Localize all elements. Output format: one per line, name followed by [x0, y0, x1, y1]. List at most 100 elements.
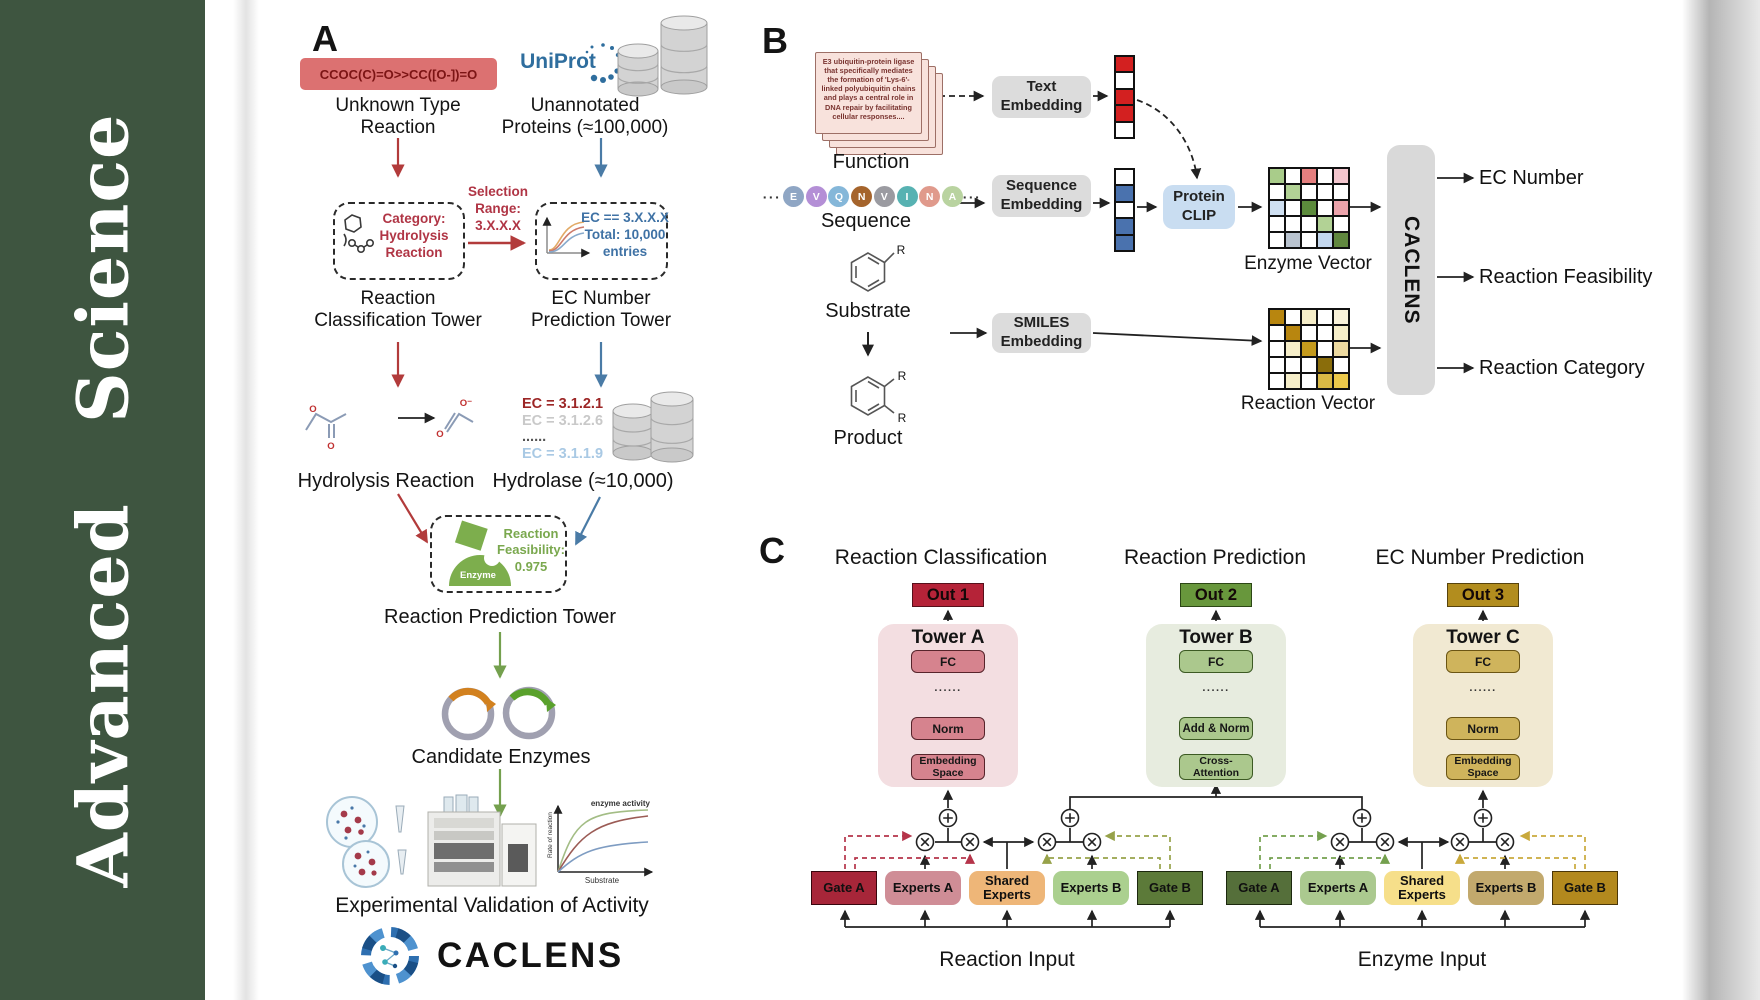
- matrix-cell: [1269, 309, 1285, 325]
- tower-b-cross-attention: Cross- Attention: [1179, 754, 1253, 780]
- matrix-cell: [1301, 200, 1317, 216]
- panel-c-label: C: [759, 530, 785, 571]
- reaction-vector-matrix: [1268, 308, 1350, 390]
- reaction-classification-box: [333, 202, 465, 280]
- matrix-cell: [1285, 200, 1301, 216]
- matrix-cell: [1333, 232, 1349, 248]
- vector-cell: [1115, 105, 1134, 122]
- tower-a-embedding-space: Embedding Space: [911, 754, 985, 780]
- svg-text:O: O: [436, 429, 443, 440]
- panel-a-arrows: [391, 138, 608, 818]
- svg-text:Enzyme: Enzyme: [460, 570, 496, 581]
- matrix-cell: [1333, 184, 1349, 200]
- reaction-prediction-title: Reaction Prediction: [1123, 546, 1307, 569]
- svg-text:O⁻: O⁻: [460, 398, 472, 409]
- ec-range-text: EC == 3.X.X.X Total: 10,000 entries: [581, 210, 669, 259]
- matrix-cell: [1301, 341, 1317, 357]
- gate-a-box: Gate A: [1226, 871, 1292, 905]
- r-substituent: R: [897, 411, 907, 425]
- reaction-prediction-box: [430, 515, 567, 593]
- sequence-label: Sequence: [820, 210, 912, 232]
- matrix-cell: [1269, 168, 1285, 184]
- matrix-cell: [1317, 168, 1333, 184]
- vector-cell: [1115, 234, 1134, 251]
- matrix-cell: [1317, 373, 1333, 389]
- tower-b-name: Tower B: [1179, 627, 1253, 648]
- vector-cell: [1115, 185, 1134, 202]
- mixture-operators: [915, 808, 1515, 852]
- benzene-product-icon: [850, 376, 895, 416]
- svg-text:O: O: [327, 441, 334, 452]
- reaction-vector-label: Reaction Vector: [1240, 393, 1376, 414]
- reaction-classification-tower-label: Reaction Classification Tower: [314, 288, 482, 332]
- tower-a-norm: Norm: [911, 717, 985, 740]
- enzyme-moe-row: Gate A Experts A Shared Experts Experts B Ga…: [1226, 871, 1618, 905]
- vector-cell: [1115, 121, 1134, 138]
- function-card-front: E3 ubiquitin-protein ligase that specifi…: [815, 52, 922, 134]
- matrix-cell: [1301, 168, 1317, 184]
- out2-box: Out 2: [1180, 583, 1252, 607]
- hydrolase-label: Hydrolase (≈10,000): [492, 470, 674, 492]
- experimental-validation-label: Experimental Validation of Activity: [335, 894, 649, 917]
- tower-a-fc: FC: [911, 650, 985, 673]
- ec-list-item: ......: [522, 429, 547, 446]
- database-icon: [612, 403, 654, 461]
- caclens-bar-label: CACLENS: [1400, 215, 1423, 325]
- residue-circle: E: [783, 186, 804, 207]
- hydrolysis-molecules-icon: O O O⁻ O: [305, 398, 474, 452]
- matrix-cell: [1301, 309, 1317, 325]
- tower-b-fc: FC: [1179, 650, 1253, 673]
- tower-c-norm: Norm: [1446, 717, 1520, 740]
- ec-number-prediction-title: EC Number Prediction: [1375, 546, 1585, 569]
- reaction-moe-row: Gate A Experts A Shared Experts Experts B Ga…: [811, 871, 1203, 905]
- selection-range-text: Selection Range: 3.X.X.X: [467, 184, 529, 233]
- matrix-cell: [1285, 309, 1301, 325]
- matrix-cell: [1301, 232, 1317, 248]
- r-substituent: R: [896, 243, 906, 257]
- page-right-edge-shade: [1682, 0, 1760, 1000]
- matrix-cell: [1285, 216, 1301, 232]
- tower-b-dots: ......: [1202, 682, 1230, 694]
- category-text: Category: Hydrolysis Reaction: [379, 211, 449, 260]
- matrix-cell: [1301, 184, 1317, 200]
- experiment-icons: [326, 794, 537, 888]
- database-icon: [617, 43, 659, 97]
- shared-experts-box: Shared Experts: [1384, 871, 1460, 905]
- tower-b-add-norm: Add & Norm: [1179, 717, 1253, 740]
- hydrolysis-reaction-label: Hydrolysis Reaction: [297, 470, 475, 492]
- output-reaction-feasibility: Reaction Feasibility: [1479, 266, 1653, 288]
- matrix-cell: [1333, 325, 1349, 341]
- matrix-cell: [1285, 373, 1301, 389]
- ec-list-item: EC = 3.1.2.1: [522, 396, 604, 412]
- matrix-cell: [1301, 216, 1317, 232]
- matrix-cell: [1317, 357, 1333, 373]
- sequence-ellipsis-left: ···: [762, 189, 782, 205]
- matrix-cell: [1317, 309, 1333, 325]
- reaction-input-label: Reaction Input: [939, 948, 1075, 971]
- svg-text:enzyme activity: enzyme activity: [591, 799, 651, 808]
- smiles-reaction-box: CCOC(C)=O>>CC([O-])=O: [300, 58, 497, 90]
- matrix-cell: [1317, 232, 1333, 248]
- panel-a-label: A: [312, 18, 338, 59]
- panel-b-arrows: [862, 90, 1475, 374]
- feasibility-text: Reaction Feasibility: 0.975: [497, 526, 565, 574]
- sequence-embedding-box: Sequence Embedding: [992, 175, 1091, 217]
- matrix-cell: [1285, 168, 1301, 184]
- residue-circle: A: [941, 186, 963, 207]
- sequence-embedding-vector: [1114, 168, 1135, 252]
- unannotated-proteins-label: Unannotated Proteins (≈100,000): [501, 95, 669, 139]
- matrix-cell: [1333, 373, 1349, 389]
- residue-circle: V: [873, 186, 895, 207]
- output-reaction-category: Reaction Category: [1479, 357, 1645, 379]
- matrix-cell: [1269, 216, 1285, 232]
- text-embedding-vector: [1114, 55, 1135, 139]
- matrix-cell: [1301, 373, 1317, 389]
- selectivity-plot-icon: [542, 216, 591, 258]
- matrix-cell: [1317, 184, 1333, 200]
- matrix-cell: [1269, 200, 1285, 216]
- matrix-cell: [1269, 373, 1285, 389]
- protein-clip-box: Protein CLIP: [1163, 185, 1235, 229]
- smiles-text: CCOC(C)=O>>CC([O-])=O: [319, 66, 478, 82]
- vector-cell: [1115, 218, 1134, 235]
